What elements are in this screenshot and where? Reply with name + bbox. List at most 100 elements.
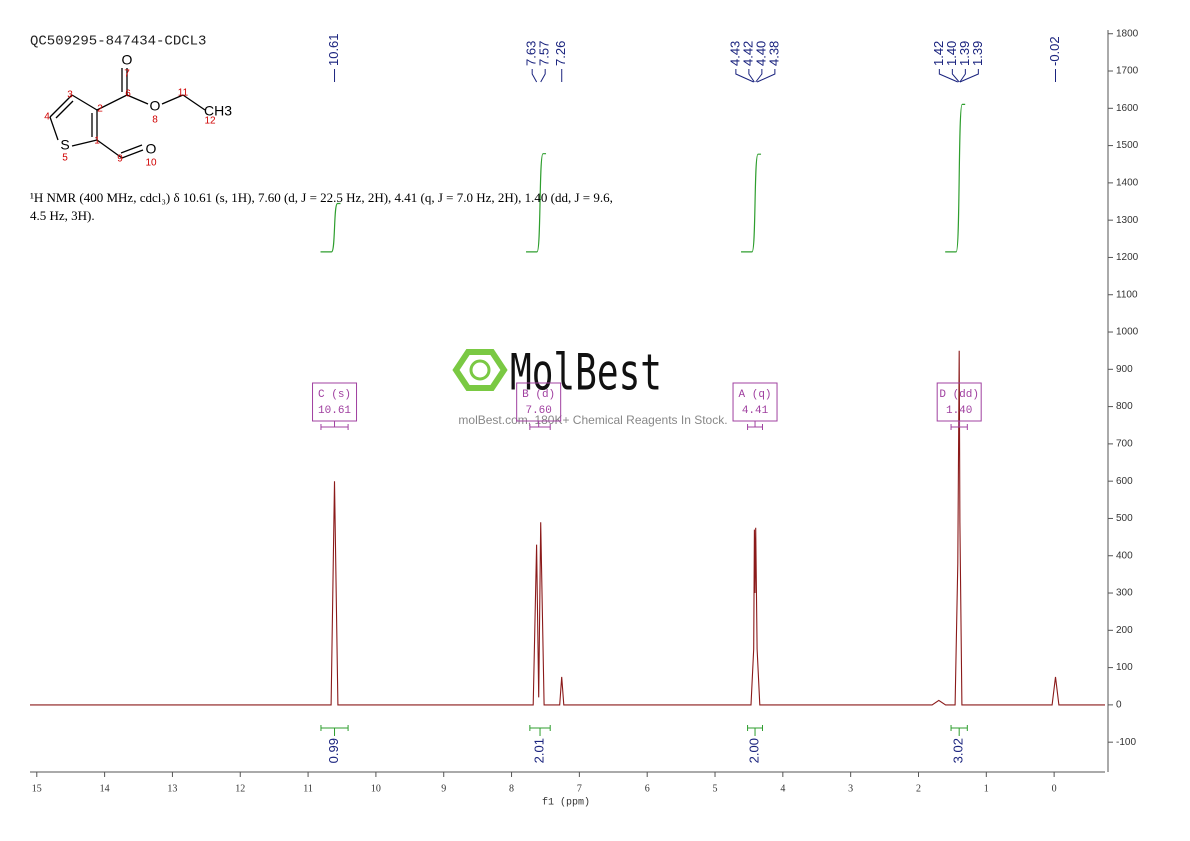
multiplet-range [950, 421, 968, 430]
atom-number: 1 [94, 136, 100, 147]
y-tick-label: -100 [1116, 737, 1136, 748]
multiplet-name: A (q) [739, 389, 772, 401]
y-tick-label: 600 [1116, 476, 1133, 487]
peak-label: 1.39 [970, 41, 985, 66]
atom-label: CH3 [204, 103, 232, 119]
peak-label: 7.57 [537, 41, 552, 66]
y-tick-label: 1300 [1116, 215, 1139, 226]
watermark-brand: MolBest [510, 344, 662, 402]
y-tick-label: 1700 [1116, 66, 1139, 77]
x-tick-label: 12 [235, 783, 245, 794]
peak-label: 4.40 [753, 41, 768, 66]
y-tick-label: 900 [1116, 364, 1133, 375]
atom-number: 3 [67, 90, 73, 101]
multiplet-range [529, 421, 551, 430]
peak-label: 10.61 [326, 33, 341, 66]
multiplet-shift: 10.61 [318, 405, 351, 417]
integral-curve [741, 153, 762, 253]
x-tick-label: 15 [32, 783, 42, 794]
multiplet-shift: 4.41 [742, 405, 769, 417]
multiplet-range [320, 421, 349, 430]
watermark-logo [452, 349, 508, 391]
x-tick-label: 0 [1052, 783, 1057, 794]
peak-label: 7.63 [524, 41, 539, 66]
multiplet-shift: 7.60 [525, 405, 551, 417]
multiplet-shift: 1.40 [946, 405, 972, 417]
integral-bracket [747, 725, 763, 736]
x-tick-label: 3 [848, 783, 853, 794]
y-tick-label: 400 [1116, 550, 1133, 561]
atom-number: 11 [178, 88, 189, 99]
atom-number: 9 [117, 154, 123, 165]
integral-curve [945, 103, 966, 253]
peak-label: 4.38 [766, 41, 781, 66]
x-tick-label: 5 [713, 783, 718, 794]
peak-connector [959, 69, 979, 83]
peak-label: 4.42 [740, 41, 755, 66]
integral-bracket [529, 725, 551, 736]
atom-number: 5 [62, 153, 68, 164]
x-tick-label: 11 [303, 783, 313, 794]
multiplet-name: B (d) [522, 389, 555, 401]
atom-number: 4 [44, 112, 50, 123]
y-tick-label: 300 [1116, 588, 1133, 599]
y-tick-label: 1600 [1116, 103, 1139, 114]
y-tick-label: 0 [1116, 700, 1122, 711]
peak-connector [748, 69, 755, 83]
x-axis-label: f1 (ppm) [542, 797, 590, 809]
peak-connector [959, 69, 966, 83]
spectrum-line [30, 350, 1105, 706]
nmr-description: ¹H NMR (400 MHz, cdcl₃) δ 10.61 (s, 1H),… [30, 190, 613, 223]
peak-label: 1.39 [957, 41, 972, 66]
y-tick-label: 1800 [1116, 28, 1139, 39]
y-tick-label: 1400 [1116, 178, 1139, 189]
integral-curve [320, 202, 341, 253]
multiplet-range [747, 421, 763, 430]
peak-label: -0.02 [1047, 36, 1062, 66]
x-tick-label: 6 [645, 783, 650, 794]
y-tick-label: 100 [1116, 662, 1133, 673]
peak-label: 4.43 [727, 41, 742, 66]
atom-number: 2 [97, 104, 103, 115]
x-tick-label: 10 [371, 783, 381, 794]
y-tick-label: 700 [1116, 439, 1133, 450]
watermark-tagline: molBest.com, 180K+ Chemical Reagents In … [458, 413, 727, 427]
x-tick-label: 2 [916, 783, 921, 794]
y-tick-label: 1500 [1116, 140, 1139, 151]
x-tick-label: 9 [441, 783, 446, 794]
atom-label: O [150, 98, 161, 114]
integral-label: 2.01 [531, 738, 546, 763]
x-tick-label: 13 [167, 783, 177, 794]
y-tick-label: 800 [1116, 401, 1133, 412]
x-tick-label: 1 [984, 783, 989, 794]
integral-label: 0.99 [326, 738, 341, 763]
atom-number: 12 [204, 116, 216, 127]
peak-connector [755, 69, 763, 83]
integral-curve [526, 153, 547, 253]
peak-label: 1.42 [931, 41, 946, 66]
atom-label: S [60, 137, 69, 153]
atom-number: 6 [125, 89, 131, 100]
peak-connector [951, 69, 960, 83]
x-tick-label: 8 [509, 783, 514, 794]
atom-number: 8 [152, 115, 158, 126]
x-tick-label: 4 [780, 783, 785, 794]
peak-connector [756, 69, 776, 83]
peak-connector [540, 69, 546, 83]
integral-label: 2.00 [746, 738, 761, 763]
atom-number: 7 [124, 69, 130, 80]
integral-label: 3.02 [951, 738, 966, 763]
peak-label: 1.40 [944, 41, 959, 66]
peak-label: 7.26 [553, 41, 568, 66]
atom-label: O [146, 141, 157, 157]
chart-title: QC509295-847434-CDCL3 [30, 34, 206, 50]
structure-bonds [49, 68, 206, 159]
peak-connector [531, 69, 538, 83]
multiplet-name: C (s) [318, 389, 351, 401]
integral-bracket [320, 725, 349, 736]
y-tick-label: 1200 [1116, 252, 1139, 263]
y-tick-label: 200 [1116, 625, 1133, 636]
x-tick-label: 7 [577, 783, 582, 794]
